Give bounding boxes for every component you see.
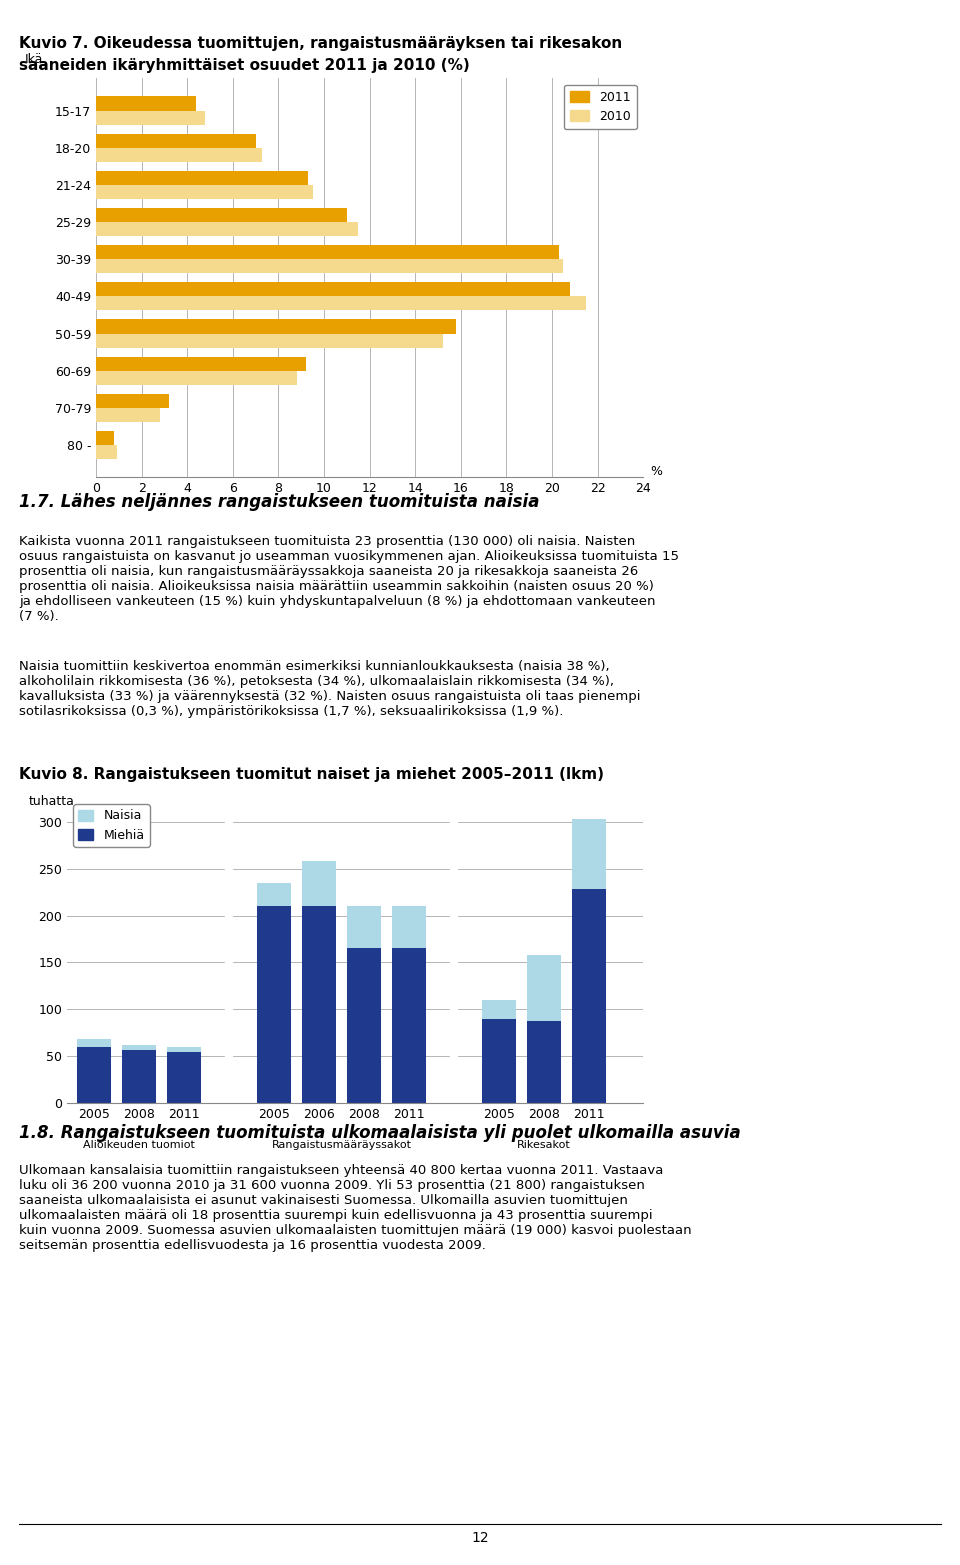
Text: 12: 12 [471, 1531, 489, 1545]
Bar [348, 906, 381, 948]
Text: Ulkomaan kansalaisia tuomittiin rangaistukseen yhteensä 40 800 kertaa vuonna 201: Ulkomaan kansalaisia tuomittiin rangaist… [19, 1164, 692, 1252]
Bar [96, 394, 169, 408]
Bar [302, 861, 336, 906]
Bar [302, 906, 336, 1103]
Legend: Naisia, Miehiä: Naisia, Miehiä [74, 804, 150, 847]
Bar [96, 133, 255, 147]
Bar [572, 889, 606, 1103]
Bar [572, 818, 606, 889]
Bar [96, 430, 114, 444]
Bar [96, 371, 297, 385]
Bar [96, 319, 456, 333]
Text: Kaikista vuonna 2011 rangaistukseen tuomituista 23 prosenttia (130 000) oli nais: Kaikista vuonna 2011 rangaistukseen tuom… [19, 535, 680, 623]
Text: Naisia tuomittiin keskivertoa enommän esimerkiksi kunnianloukkauksesta (naisia 3: Naisia tuomittiin keskivertoa enommän es… [19, 660, 640, 718]
Bar [527, 1020, 561, 1103]
Text: Rangaistusmääräyssakot: Rangaistusmääräyssakot [272, 1139, 412, 1150]
Bar [78, 1039, 111, 1047]
Text: Kuvio 7. Oikeudessa tuomittujen, rangaistusmääräyksen tai rikesakon: Kuvio 7. Oikeudessa tuomittujen, rangais… [19, 36, 622, 52]
Text: 1.7. Lähes neljännes rangaistukseen tuomituista naisia: 1.7. Lähes neljännes rangaistukseen tuom… [19, 493, 540, 512]
Text: Alioikeuden tuomiot: Alioikeuden tuomiot [84, 1139, 195, 1150]
Bar [96, 97, 196, 111]
Bar [96, 444, 116, 459]
Bar [96, 171, 308, 185]
Bar [122, 1045, 156, 1050]
Text: tuhatta: tuhatta [29, 795, 75, 808]
Bar [96, 147, 262, 161]
Bar [78, 1047, 111, 1103]
Bar [167, 1052, 201, 1103]
Bar [348, 948, 381, 1103]
Bar [96, 282, 570, 296]
Bar [122, 1050, 156, 1103]
Bar [96, 408, 159, 423]
Bar [96, 296, 587, 310]
Bar [527, 955, 561, 1020]
Text: saaneiden ikäryhmittäiset osuudet 2011 ja 2010 (%): saaneiden ikäryhmittäiset osuudet 2011 j… [19, 58, 470, 74]
Bar [96, 208, 347, 222]
Bar [167, 1047, 201, 1052]
Text: Kuvio 8. Rangaistukseen tuomitut naiset ja miehet 2005–2011 (lkm): Kuvio 8. Rangaistukseen tuomitut naiset … [19, 767, 604, 782]
Bar [96, 333, 443, 347]
Bar [393, 948, 426, 1103]
Text: 1.8. Rangaistukseen tuomituista ulkomaalaisista yli puolet ulkomailla asuvia: 1.8. Rangaistukseen tuomituista ulkomaal… [19, 1124, 741, 1142]
Bar [482, 1019, 516, 1103]
Text: Rikesakot: Rikesakot [517, 1139, 571, 1150]
Legend: 2011, 2010: 2011, 2010 [564, 85, 636, 130]
Bar [257, 883, 291, 906]
Bar [393, 906, 426, 948]
Bar [96, 185, 313, 199]
Bar [482, 1000, 516, 1019]
Bar [96, 111, 205, 125]
Bar [96, 357, 305, 371]
Bar [96, 222, 358, 236]
Bar [96, 246, 559, 260]
Text: %: % [650, 465, 662, 477]
Bar [257, 906, 291, 1103]
Text: Ikä: Ikä [25, 53, 43, 66]
Bar [96, 260, 564, 274]
